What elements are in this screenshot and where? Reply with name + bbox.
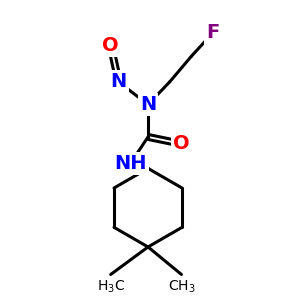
Text: CH$_3$: CH$_3$ <box>168 278 195 295</box>
Text: F: F <box>206 23 220 42</box>
Text: NH: NH <box>114 154 147 173</box>
Text: H$_3$C: H$_3$C <box>97 278 125 295</box>
Text: O: O <box>173 134 190 153</box>
Text: O: O <box>102 36 119 55</box>
Text: N: N <box>140 95 156 114</box>
Text: N: N <box>110 72 127 92</box>
